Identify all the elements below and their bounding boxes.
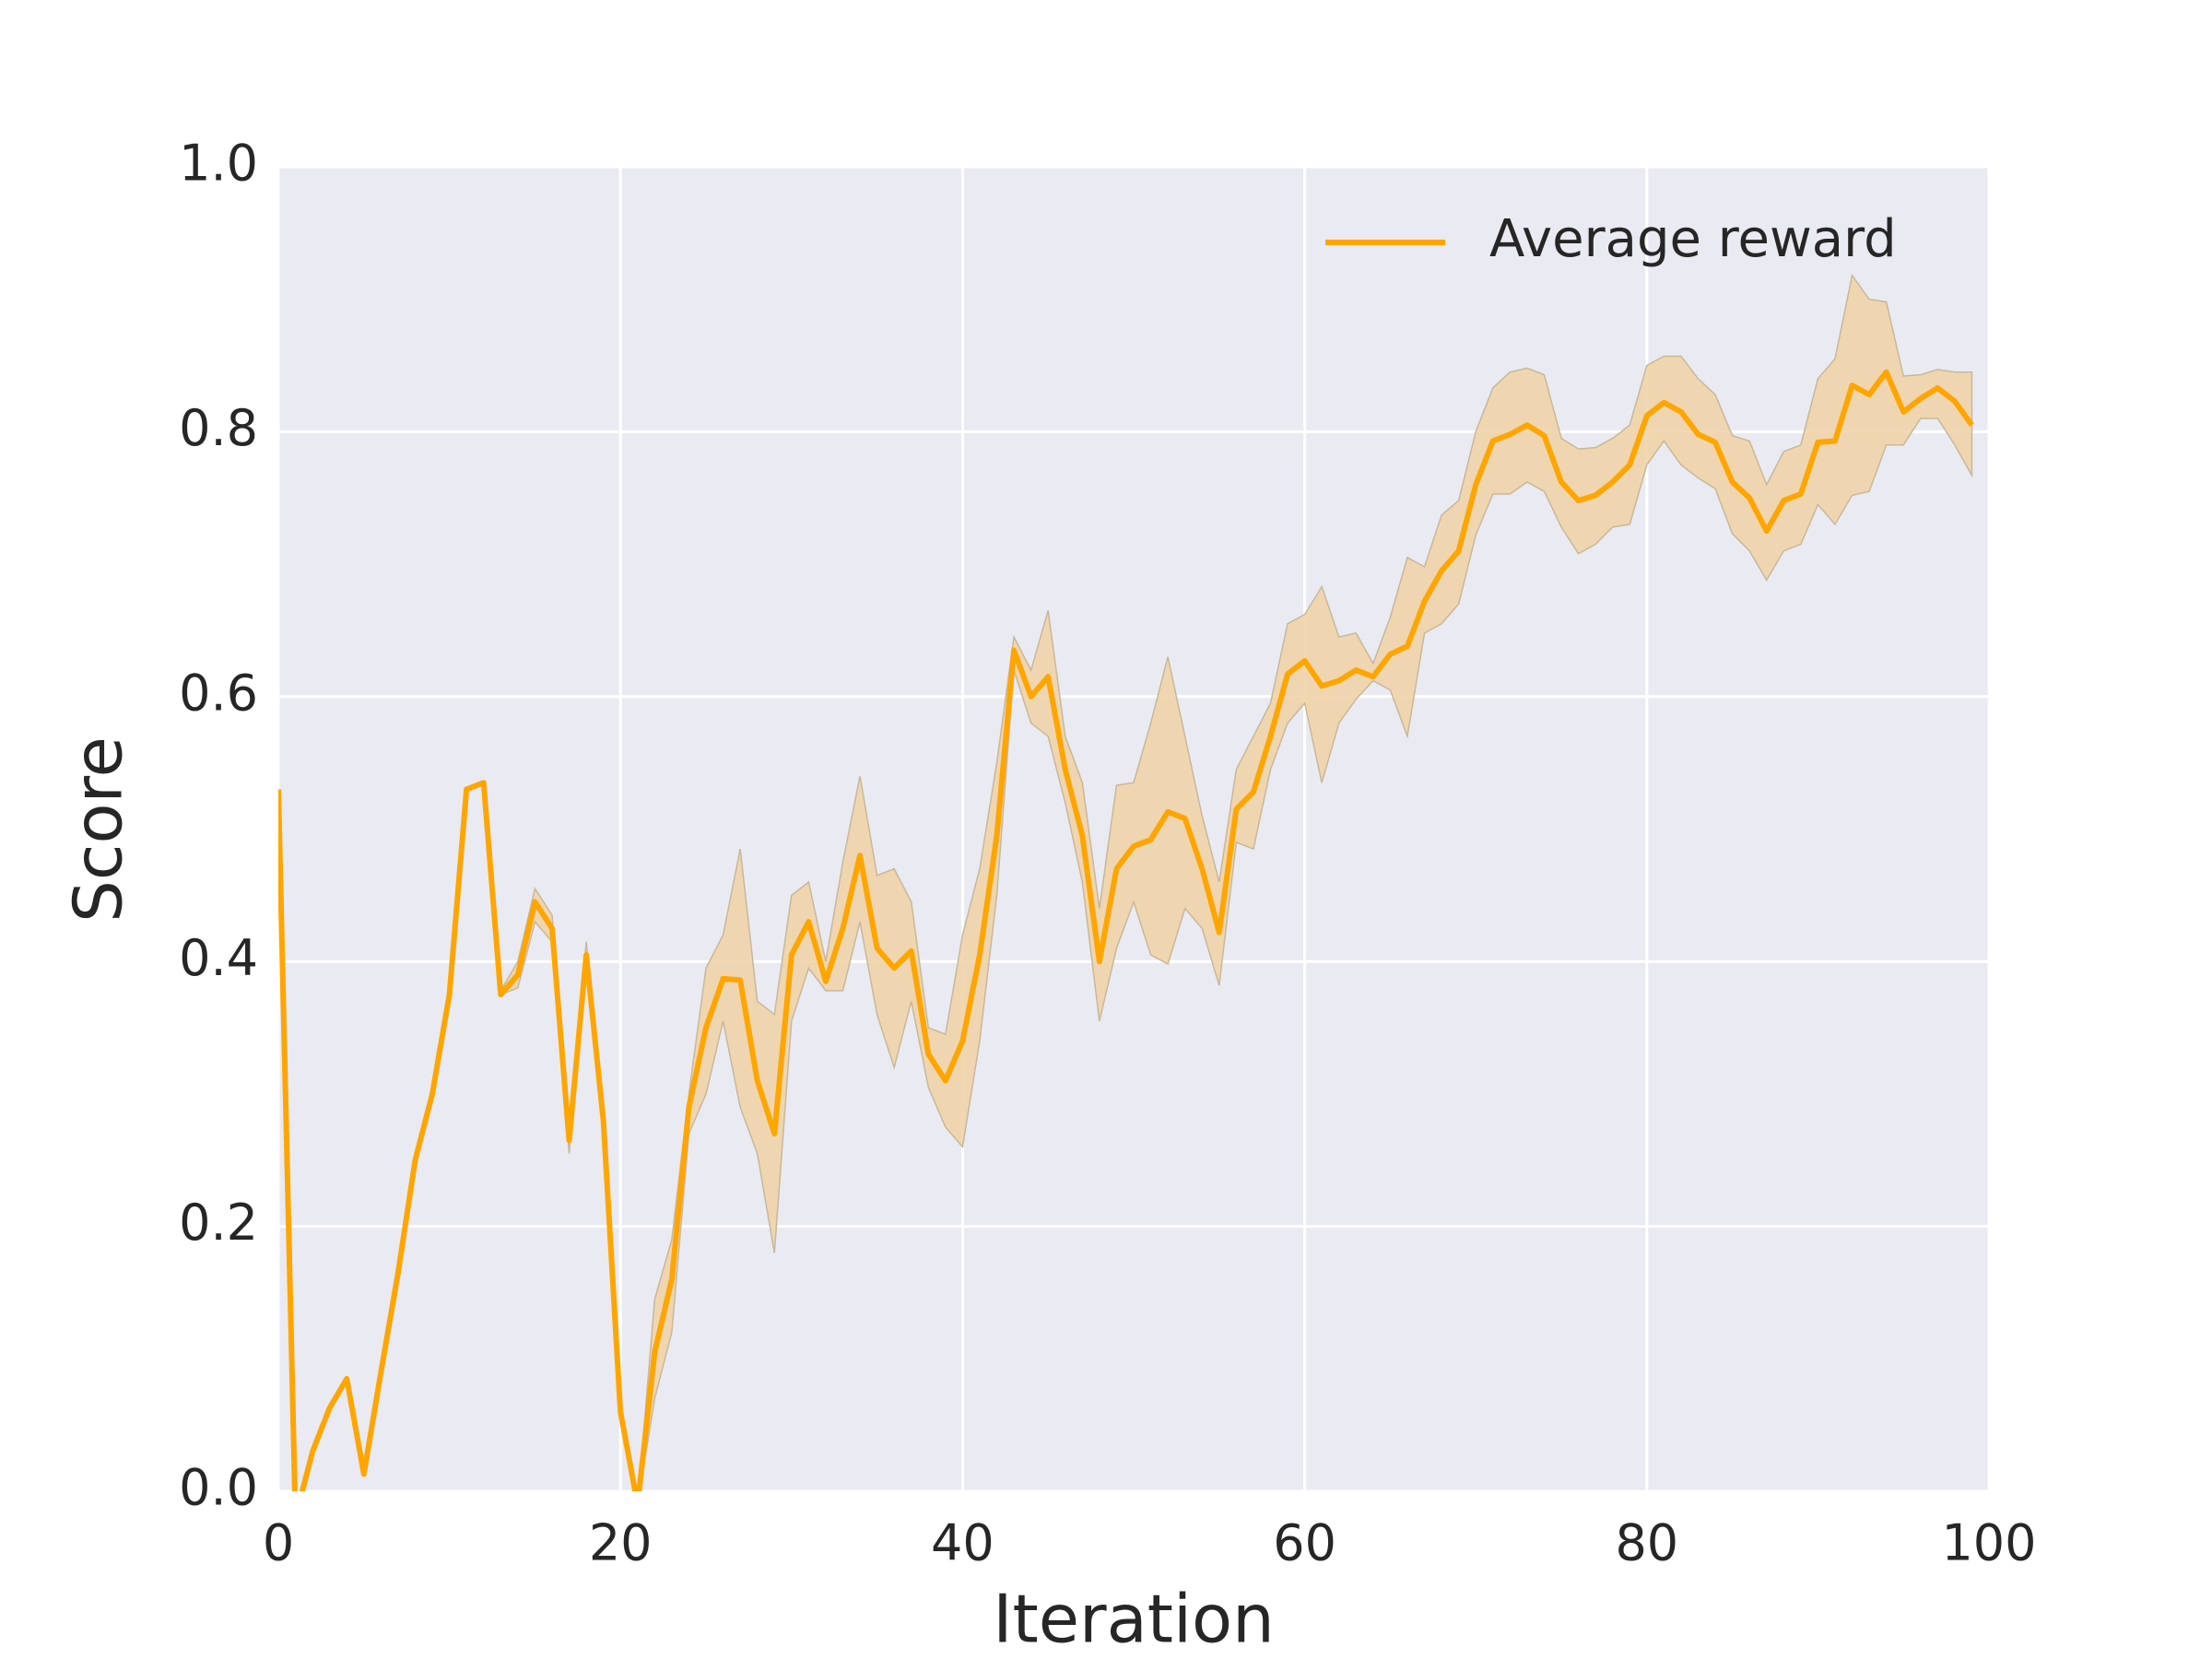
grid xyxy=(276,165,1991,1493)
x-tick-label: 60 xyxy=(1273,1514,1336,1572)
y-tick-label: 0.0 xyxy=(179,1459,258,1517)
x-tick-label: 0 xyxy=(263,1514,294,1572)
y-tick-label: 0.4 xyxy=(179,929,258,987)
legend-label: Average reward xyxy=(1489,209,1897,269)
y-tick-label: 0.8 xyxy=(179,399,258,457)
x-tick-label: 80 xyxy=(1615,1514,1678,1572)
marks xyxy=(278,274,1974,1491)
x-axis-label: Iteration xyxy=(993,1581,1274,1658)
line xyxy=(278,369,1974,1491)
y-axis-label: Score xyxy=(60,736,137,923)
labels: 0.0 0.2 0.4 0.6 0.8 1.0 0 20 40 60 80 100 Average re… xyxy=(179,135,2036,1572)
x-tick-label: 40 xyxy=(931,1514,994,1572)
y-tick-label: 1.0 xyxy=(179,135,258,193)
x-tick-label: 100 xyxy=(1941,1514,2036,1572)
y-tick-label: 0.6 xyxy=(179,664,258,722)
y-tick-label: 0.2 xyxy=(179,1194,258,1252)
x-tick-label: 20 xyxy=(589,1514,653,1572)
